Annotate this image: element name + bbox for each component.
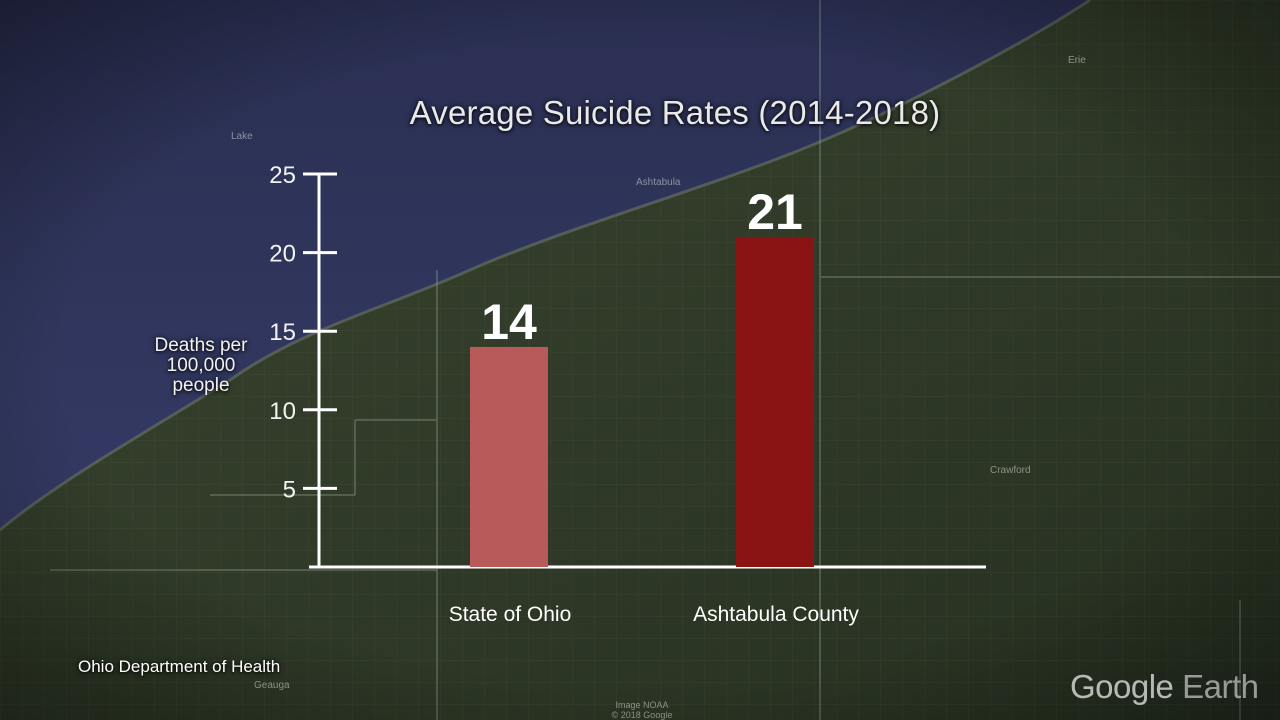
y-ticks: 5 10 15 20 25 — [269, 162, 337, 503]
bar-value-label-1: 14 — [481, 294, 537, 350]
y-axis-label-line-2: 100,000 — [166, 355, 236, 376]
map-imagery-credit: Image NOAA © 2018 Google — [606, 700, 678, 720]
y-axis-label: Deaths per 100,000 people — [138, 336, 264, 396]
map-credit-line-2: © 2018 Google — [611, 710, 673, 720]
y-tick-label: 25 — [269, 162, 296, 189]
y-axis-label-line-1: Deaths per — [154, 335, 248, 356]
map-label-crawford: Crawford — [990, 465, 1031, 476]
category-label-1: State of Ohio — [449, 603, 572, 626]
bar-2 — [736, 236, 814, 567]
bar-value-label-2: 21 — [747, 184, 803, 240]
map-label-geauga: Geauga — [254, 680, 290, 691]
map-label-erie: Erie — [1068, 55, 1086, 66]
y-tick-label: 10 — [269, 398, 296, 425]
y-axis-label-line-3: people — [172, 375, 230, 396]
map-label-ashtabula: Ashtabula — [636, 177, 681, 188]
watermark-word-1: Google — [1070, 668, 1174, 705]
map-credit-line-1: Image NOAA — [615, 700, 669, 710]
y-tick-label: 5 — [283, 476, 296, 503]
y-tick-label: 20 — [269, 241, 296, 268]
google-earth-watermark: Google Earth — [1070, 668, 1259, 706]
map-label-lake: Lake — [231, 131, 253, 142]
y-tick-label: 15 — [269, 319, 296, 346]
bars: 14 State of Ohio 21 Ashtabula County — [449, 184, 860, 626]
watermark-word-2: Earth — [1182, 668, 1259, 705]
category-label-2: Ashtabula County — [693, 603, 859, 626]
source-note: Ohio Department of Health — [78, 657, 281, 676]
bar-1 — [470, 346, 548, 567]
chart-axes — [309, 174, 986, 569]
chart-title: Average Suicide Rates (2014-2018) — [409, 94, 941, 131]
